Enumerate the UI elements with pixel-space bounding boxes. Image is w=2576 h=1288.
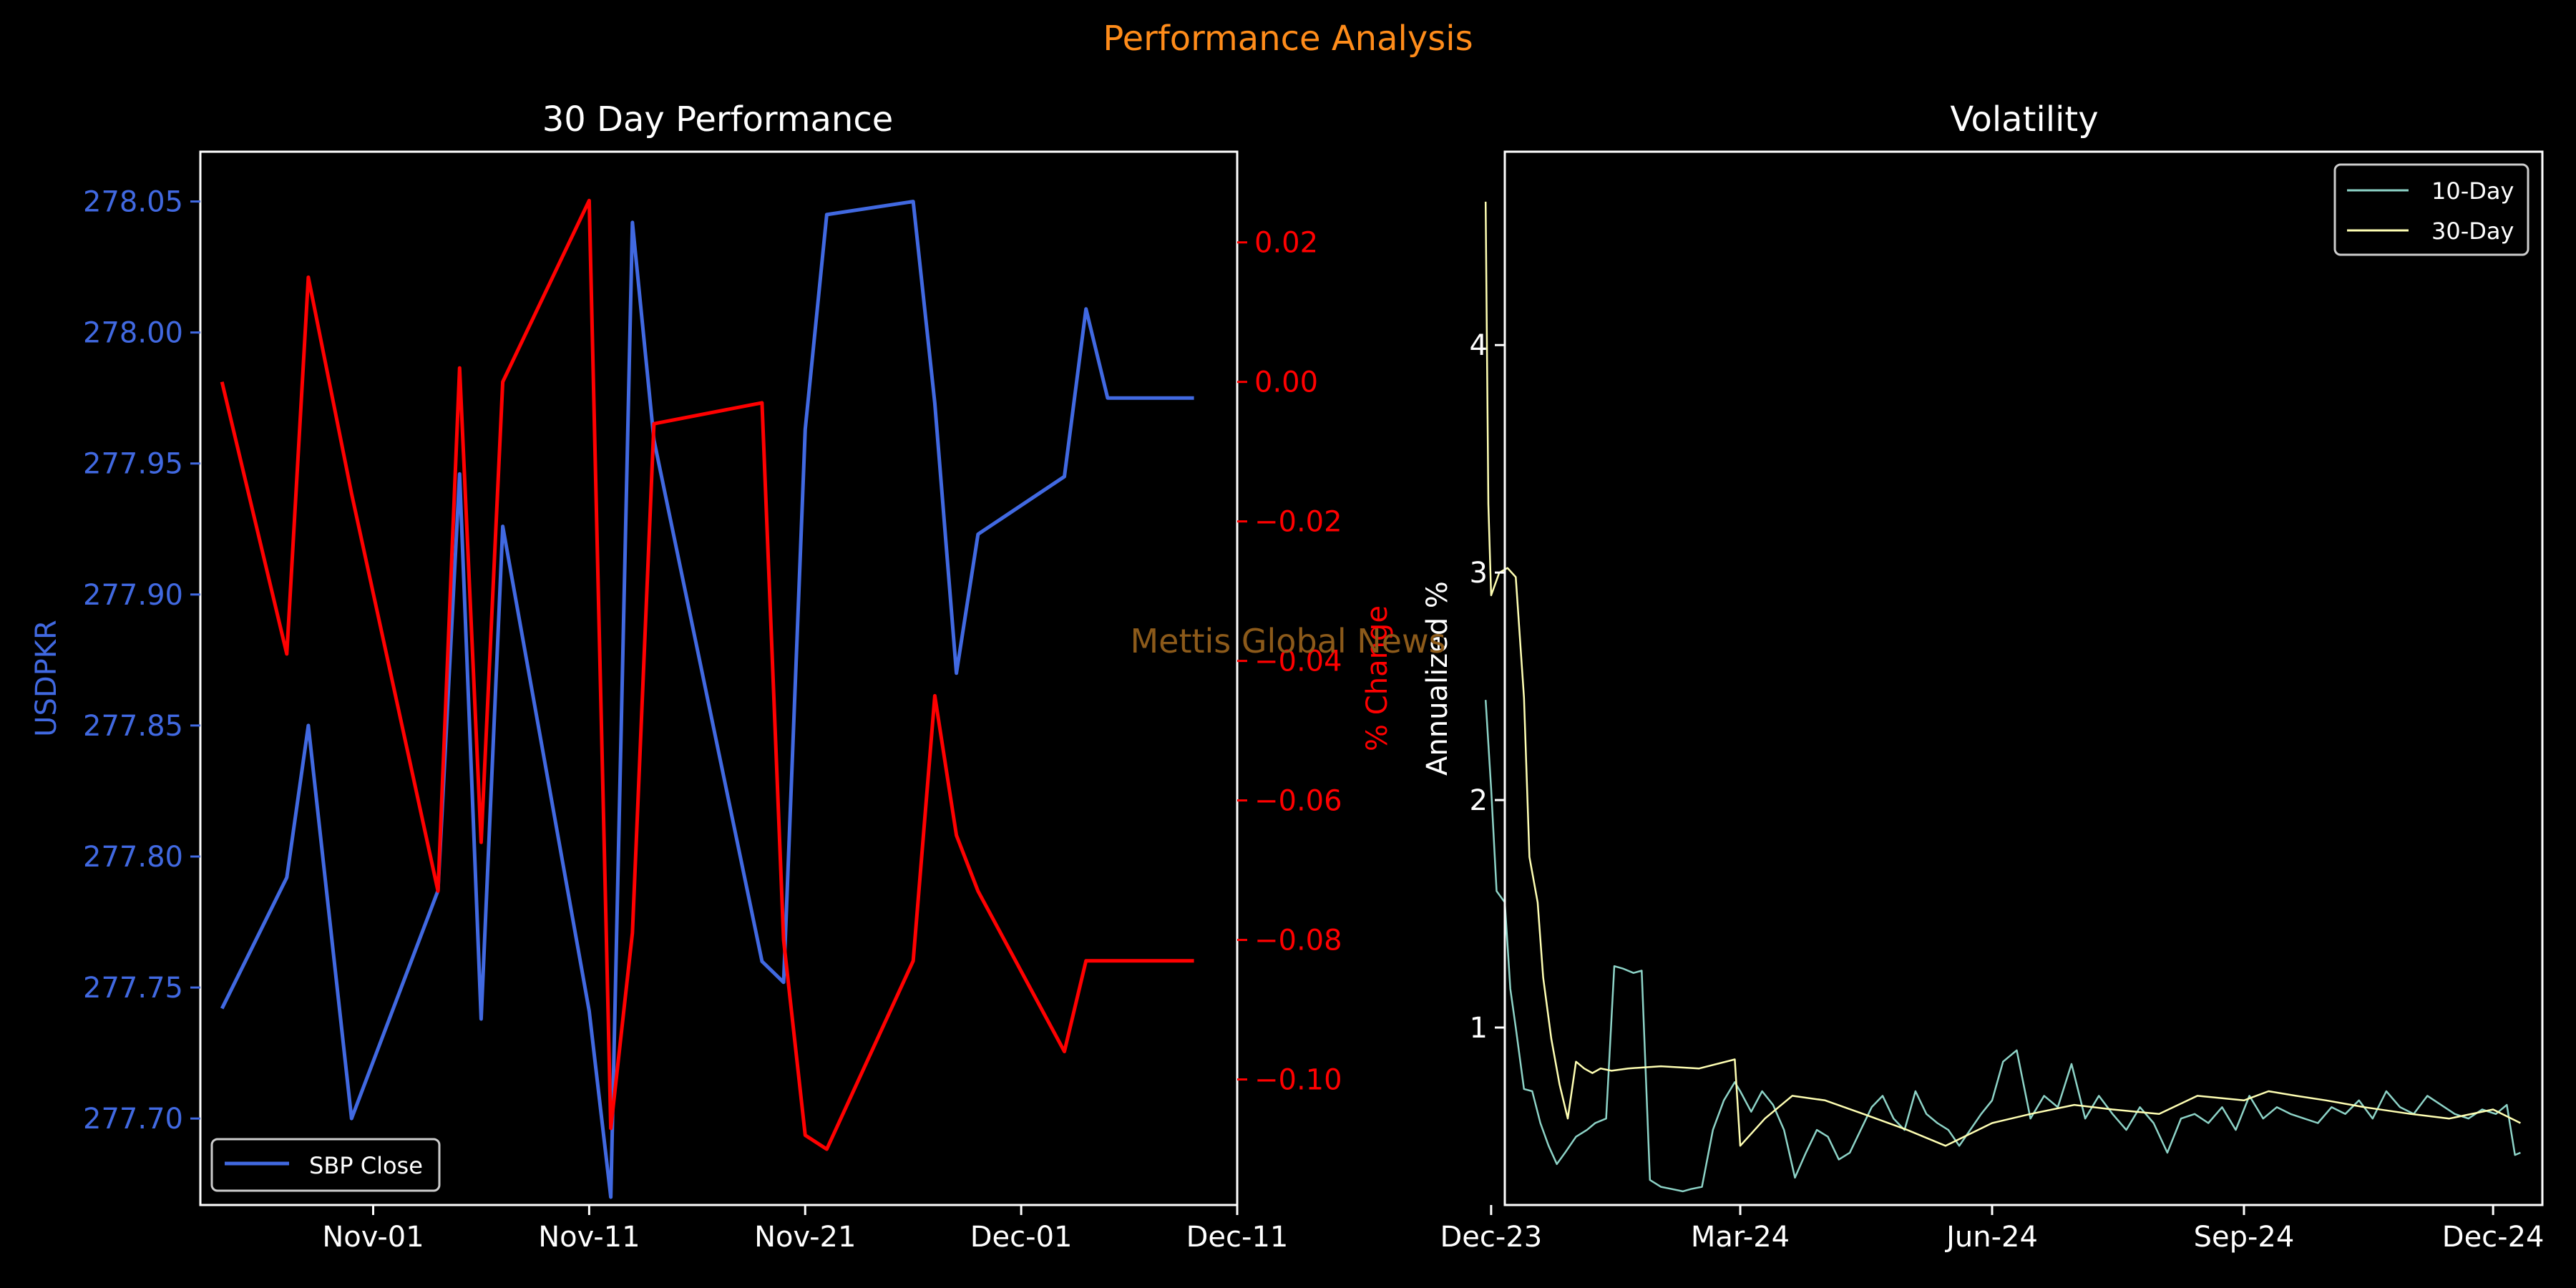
y-tick-label: 278.05 — [83, 186, 183, 219]
series-line-30-day — [1484, 201, 2521, 1147]
legend-label-30-day: 30-Day — [2431, 218, 2514, 245]
legend-box — [2333, 163, 2529, 256]
x-tick-label: Nov-01 — [322, 1221, 424, 1254]
y-tick-label: 277.95 — [83, 448, 183, 481]
y-tick-label-right: −0.06 — [1254, 785, 1342, 818]
figure-title: Performance Analysis — [1103, 19, 1473, 59]
plot-area — [1484, 201, 2521, 1193]
y-tick-label-right: 0.00 — [1254, 366, 1318, 399]
y-tick-label: 277.80 — [83, 841, 183, 874]
panel-title: Volatility — [1950, 99, 2098, 140]
watermark-text: Mettis Global News — [1130, 622, 1445, 660]
y-tick-label: 277.70 — [83, 1103, 183, 1136]
y-axis: 1 2 3 4 — [1470, 329, 1505, 1045]
y-tick-label: 277.75 — [83, 972, 183, 1005]
panel-30-day-performance: 30 Day Performance Nov-01 Nov-11 Nov-21 Dec… — [30, 99, 1394, 1254]
axes-frame — [199, 150, 1239, 1206]
y-tick-label-right: −0.08 — [1254, 924, 1342, 957]
series-line-right-1 — [220, 198, 1194, 1151]
panel-title: 30 Day Performance — [542, 99, 894, 140]
x-tick-label: Sep-24 — [2194, 1221, 2295, 1254]
legend-box — [210, 1138, 441, 1192]
legend-label-10-day: 10-Day — [2431, 177, 2514, 205]
legend: 10-Day 30-Day — [2333, 163, 2529, 256]
x-axis: Dec-23 Mar-24 Jun-24 Sep-24 Dec-24 — [1440, 1205, 2545, 1254]
y-tick-label: 278.00 — [83, 317, 183, 350]
y-tick-label-right: 0.02 — [1254, 227, 1318, 260]
legend-label-sbp-close: SBP Close — [309, 1152, 423, 1179]
x-tick-label: Dec-24 — [2442, 1221, 2545, 1254]
y-axis-right: −0.10 −0.08 −0.06 −0.04 −0.02 0.00 0.02 — [1237, 227, 1342, 1097]
legend: SBP Close — [210, 1138, 441, 1192]
y-tick-label: 277.85 — [83, 710, 183, 743]
y-axis-label: Annualized % — [1421, 581, 1454, 776]
y-tick-label: 2 — [1470, 784, 1488, 817]
x-tick-label: Mar-24 — [1691, 1221, 1790, 1254]
x-tick-label: Nov-21 — [754, 1221, 856, 1254]
y-tick-label: 4 — [1470, 329, 1488, 362]
axes-frame — [1503, 150, 2544, 1206]
y-tick-label-right: −0.10 — [1254, 1064, 1342, 1097]
y-tick-label-right: −0.02 — [1254, 506, 1342, 539]
y-tick-label: 277.90 — [83, 579, 183, 612]
x-tick-label: Dec-23 — [1440, 1221, 1543, 1254]
x-tick-label: Jun-24 — [1944, 1221, 2038, 1254]
x-tick-label: Dec-11 — [1186, 1221, 1289, 1254]
x-tick-label: Nov-11 — [538, 1221, 640, 1254]
y-axis-left: 277.70 277.75 277.80 277.85 277.90 277.95 278.… — [83, 186, 200, 1136]
series-line-10-day — [1484, 700, 2521, 1193]
plot-area — [220, 198, 1194, 1199]
y-tick-label: 3 — [1470, 557, 1488, 590]
y-tick-label: 1 — [1470, 1012, 1488, 1045]
y-axis-label-right: % Change — [1361, 605, 1394, 751]
x-tick-label: Dec-01 — [970, 1221, 1073, 1254]
x-axis: Nov-01 Nov-11 Nov-21 Dec-01 Dec-11 — [322, 1205, 1288, 1254]
y-axis-label-left: USDPKR — [30, 620, 63, 737]
y-tick-label-right: −0.04 — [1254, 645, 1342, 678]
panel-volatility: Volatility Dec-23 Mar-24 Jun-24 Sep-24 Dec-2… — [1421, 99, 2545, 1254]
